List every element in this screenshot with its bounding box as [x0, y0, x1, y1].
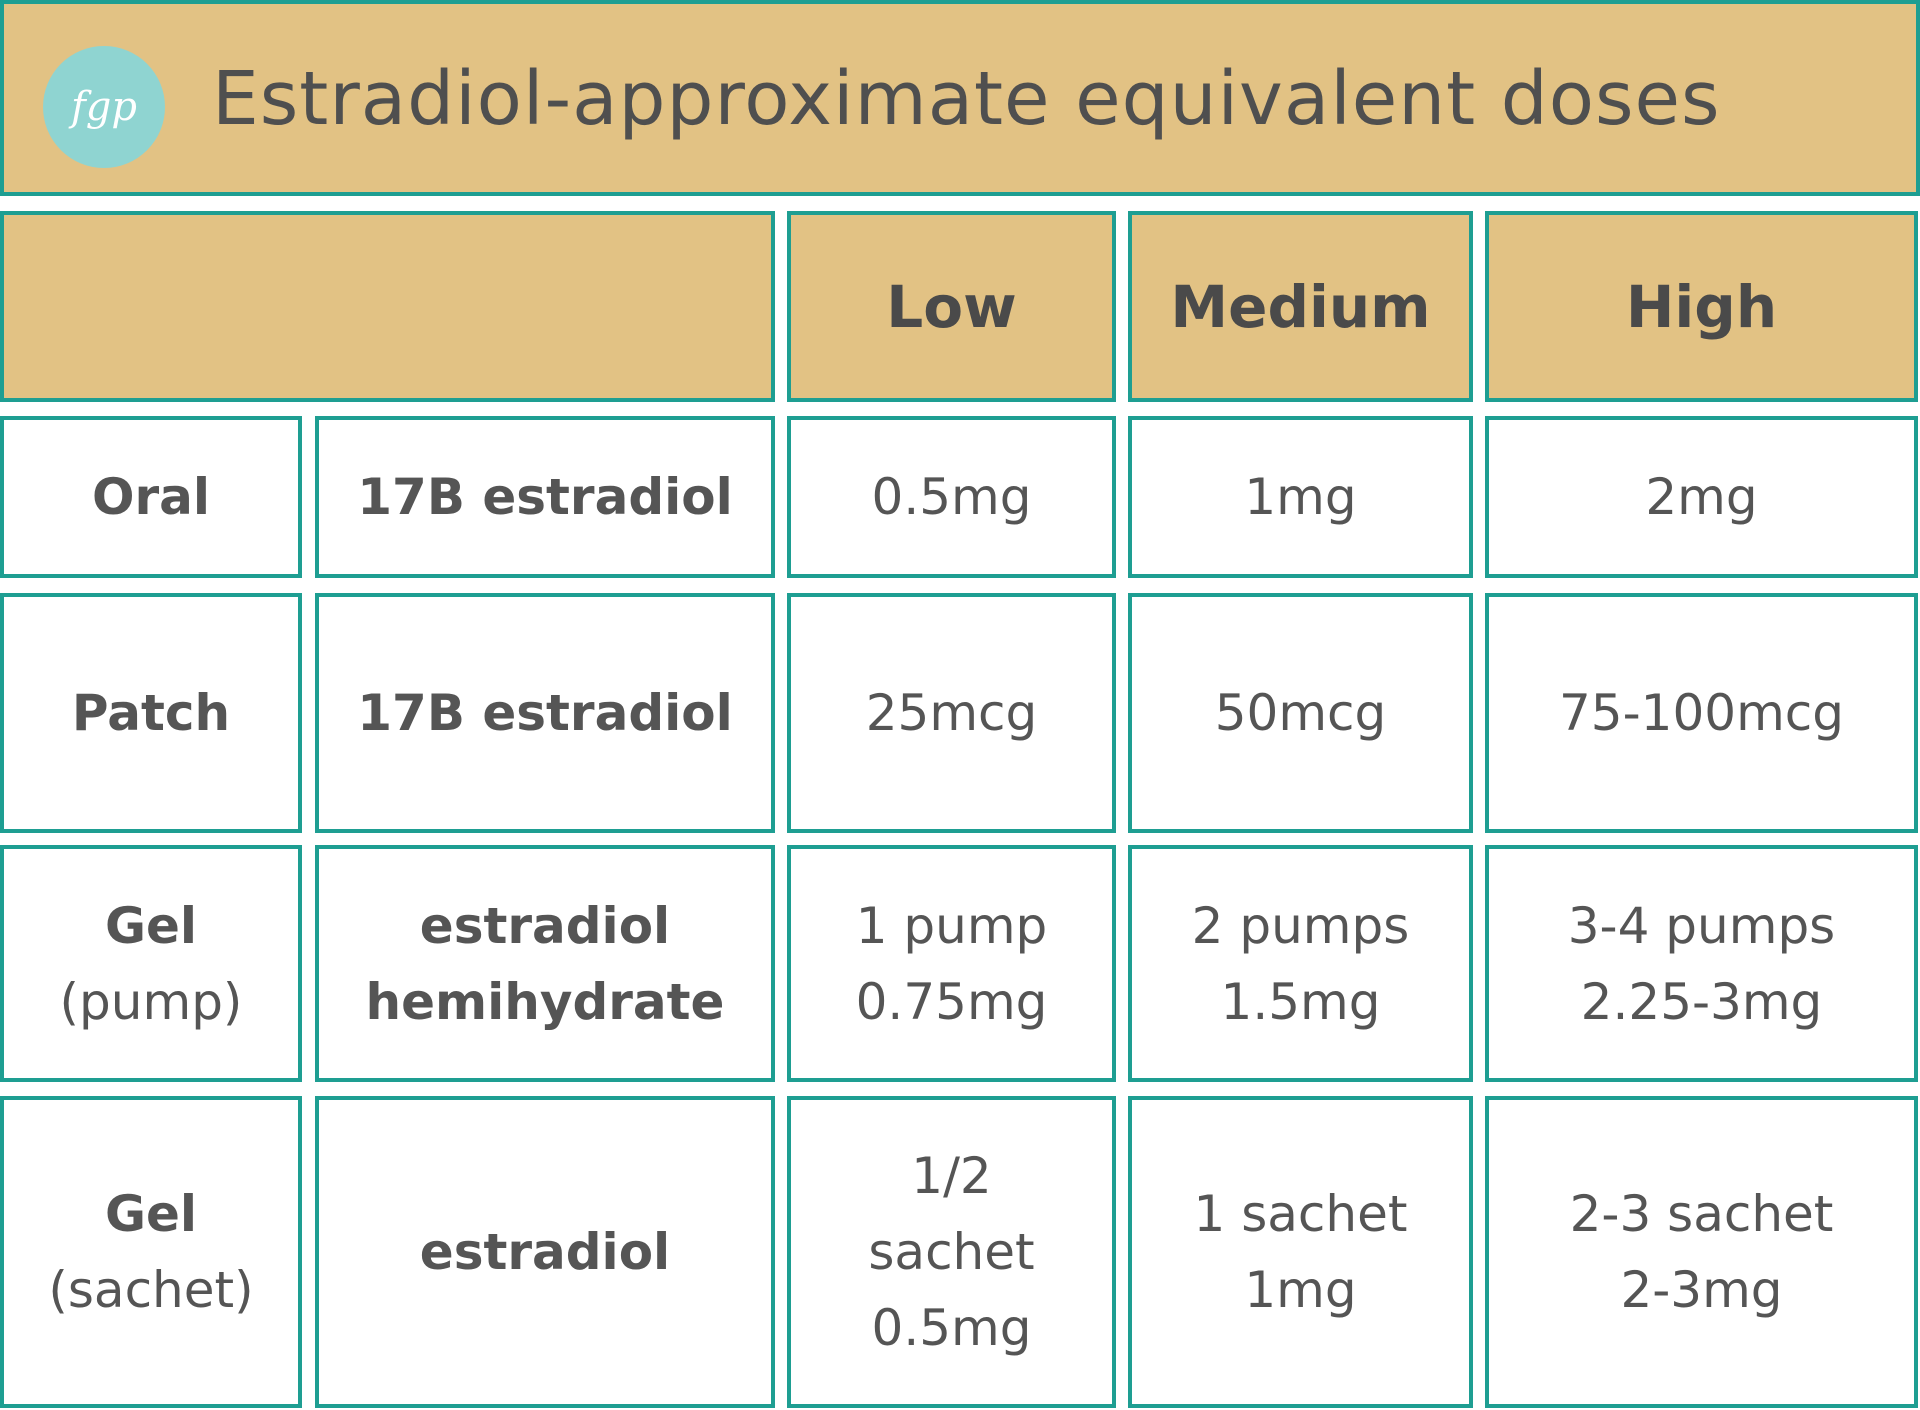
cell-text: 1mg: [1244, 468, 1357, 526]
route-cell: Patch: [0, 593, 302, 833]
cell-text: (pump): [59, 972, 243, 1031]
title: Estradiol-approximate equivalent doses: [212, 56, 1721, 142]
cell-text: 17B estradiol: [357, 684, 733, 742]
dose-cell: 1mg: [1128, 416, 1473, 578]
cell-text: (sachet): [48, 1261, 254, 1319]
dose-cell: 2 pumps 1.5mg: [1128, 845, 1473, 1082]
cell-text: 2-3mg: [1620, 1261, 1783, 1319]
cell-text: sachet: [868, 1223, 1035, 1281]
drug-cell: estradiol hemihydrate: [315, 845, 775, 1082]
dose-cell: 1 pump 0.75mg: [787, 845, 1116, 1082]
header-blank: [0, 211, 775, 402]
dose-cell: 0.5mg: [787, 416, 1116, 578]
dose-cell: 2-3 sachet 2-3mg: [1485, 1096, 1918, 1408]
cell-text: 25mcg: [865, 684, 1038, 742]
cell-text: 2 pumps: [1191, 896, 1410, 955]
cell-text: 2-3 sachet: [1569, 1185, 1834, 1243]
logo: fgp: [43, 46, 165, 168]
cell-text: 1 sachet: [1193, 1185, 1408, 1243]
drug-cell: 17B estradiol: [315, 593, 775, 833]
cell-text: 1.5mg: [1220, 972, 1381, 1031]
cell-text: estradiol: [419, 896, 671, 955]
cell-text: Low: [886, 272, 1017, 341]
cell-text: Medium: [1170, 272, 1431, 341]
cell-text: 0.75mg: [855, 972, 1048, 1031]
cell-text: 75-100mcg: [1558, 684, 1845, 742]
cell-text: 2.25-3mg: [1580, 972, 1823, 1031]
cell-text: 17B estradiol: [357, 468, 733, 526]
cell-text: 0.5mg: [871, 468, 1032, 526]
drug-cell: 17B estradiol: [315, 416, 775, 578]
title-band: [0, 0, 1920, 196]
cell-text: 1mg: [1244, 1261, 1357, 1319]
cell-text: 50mcg: [1214, 684, 1387, 742]
dose-cell: 2mg: [1485, 416, 1918, 578]
dose-cell: 1 sachet 1mg: [1128, 1096, 1473, 1408]
cell-text: Gel: [104, 1185, 198, 1243]
cell-text: Patch: [71, 684, 231, 742]
dose-cell: 3-4 pumps 2.25-3mg: [1485, 845, 1918, 1082]
route-cell: Gel (pump): [0, 845, 302, 1082]
cell-text: 2mg: [1645, 468, 1758, 526]
column-header: Medium: [1128, 211, 1473, 402]
drug-cell: estradiol: [315, 1096, 775, 1408]
column-header: Low: [787, 211, 1116, 402]
column-header: High: [1485, 211, 1918, 402]
cell-text: hemihydrate: [365, 972, 725, 1031]
cell-text: estradiol: [419, 1223, 671, 1281]
cell-text: High: [1625, 272, 1778, 341]
cell-text: 3-4 pumps: [1567, 896, 1836, 955]
cell-text: Gel: [104, 896, 198, 955]
cell-text: 0.5mg: [871, 1299, 1032, 1357]
cell-text: Oral: [91, 468, 211, 526]
route-cell: Oral: [0, 416, 302, 578]
dose-cell: 50mcg: [1128, 593, 1473, 833]
dose-cell: 25mcg: [787, 593, 1116, 833]
route-cell: Gel (sachet): [0, 1096, 302, 1408]
cell-text: 1/2: [911, 1147, 992, 1205]
dose-cell: 1/2 sachet 0.5mg: [787, 1096, 1116, 1408]
dose-cell: 75-100mcg: [1485, 593, 1918, 833]
cell-text: 1 pump: [855, 896, 1048, 955]
